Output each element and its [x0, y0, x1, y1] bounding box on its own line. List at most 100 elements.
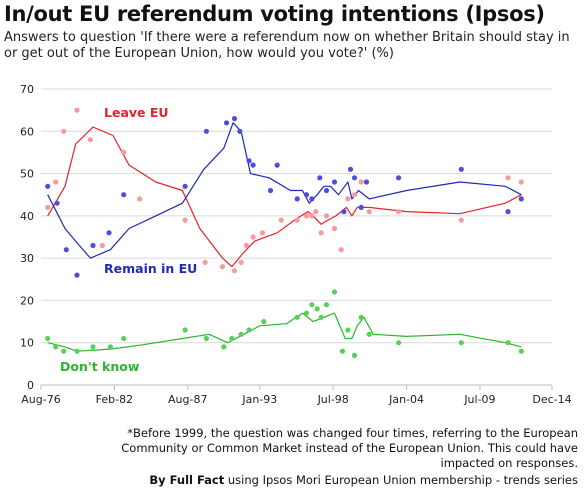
- don-t-know-point: [121, 335, 127, 342]
- remain-in-eu-point: [309, 196, 315, 202]
- leave-eu-point: [243, 242, 250, 249]
- leave-eu-point: [313, 209, 319, 215]
- don-t-know-point: [366, 331, 372, 337]
- don-t-know-point: [339, 348, 346, 354]
- don-t-know-label: Don't know: [60, 359, 140, 374]
- leave-eu-point: [331, 225, 338, 232]
- trend-lines: [47, 122, 522, 352]
- remain-in-eu-point: [331, 179, 338, 185]
- remain-in-eu-point: [250, 162, 256, 168]
- don-t-know-point: [345, 327, 351, 333]
- leave-eu-point: [294, 217, 300, 223]
- don-t-know-trend-line: [47, 312, 522, 352]
- leave-eu-point: [351, 192, 358, 198]
- leave-eu-point: [182, 217, 188, 223]
- credit-source: using Ipsos Mori European Union membersh…: [224, 473, 578, 487]
- don-t-know-point: [518, 348, 524, 354]
- remain-in-eu-point: [518, 196, 524, 202]
- remain-in-eu-point: [237, 128, 243, 134]
- don-t-know-point: [323, 302, 330, 308]
- remain-in-eu-point: [323, 187, 330, 194]
- leave-eu-point: [45, 204, 51, 210]
- don-t-know-point: [246, 327, 252, 333]
- leave-eu-label: Leave EU: [104, 105, 169, 120]
- remain-in-eu-point: [90, 242, 96, 249]
- remain-in-eu-point: [223, 120, 230, 126]
- don-t-know-point: [303, 310, 310, 316]
- don-t-know-point: [107, 344, 113, 350]
- y-tick-label: 40: [20, 210, 34, 223]
- remain-in-eu-point: [121, 192, 127, 198]
- remain-in-eu-point: [182, 183, 188, 189]
- don-t-know-point: [331, 289, 338, 295]
- don-t-know-point: [221, 344, 227, 350]
- credit-line: By Full Fact using Ipsos Mori European U…: [149, 473, 578, 487]
- remain-in-eu-point: [267, 187, 274, 194]
- y-tick-label: 30: [20, 252, 34, 265]
- don-t-know-point: [61, 348, 67, 354]
- don-t-know-point: [358, 314, 364, 320]
- leave-eu-point: [278, 217, 284, 223]
- leave-eu-point: [87, 137, 93, 143]
- y-tick-label: 50: [20, 168, 34, 181]
- footnote: *Before 1999, the question was changed f…: [121, 426, 578, 470]
- leave-eu-point: [259, 230, 266, 236]
- remain-in-eu-point: [274, 162, 280, 168]
- remain-in-eu-label: Remain in EU: [104, 261, 197, 276]
- leave-eu-point: [53, 179, 59, 185]
- don-t-know-point: [396, 340, 402, 346]
- leave-eu-point: [137, 196, 143, 202]
- don-t-know-point: [45, 335, 51, 342]
- remain-in-eu-point: [54, 200, 60, 206]
- don-t-know-point: [314, 306, 320, 312]
- remain-in-eu-point: [106, 230, 112, 236]
- don-t-know-point: [74, 348, 80, 354]
- leave-eu-point: [121, 149, 127, 155]
- don-t-know-point: [261, 319, 267, 325]
- don-t-know-point: [318, 314, 324, 320]
- series-labels: Leave EU Remain in EU Don't know: [60, 105, 197, 374]
- remain-in-eu-point: [294, 196, 300, 202]
- leave-eu-point: [358, 179, 364, 185]
- leave-eu-point: [238, 259, 244, 265]
- leave-eu-point: [202, 259, 208, 265]
- remain-in-eu-point: [246, 158, 252, 164]
- don-t-know-point: [238, 331, 244, 337]
- y-tick-label: 0: [27, 379, 34, 392]
- remain-in-eu-point: [363, 179, 370, 185]
- leave-eu-point: [518, 179, 524, 185]
- don-t-know-point: [203, 335, 209, 342]
- remain-in-eu-point: [458, 166, 464, 172]
- don-t-know-point: [505, 340, 511, 346]
- x-tick-label: Jan-04: [388, 393, 424, 406]
- don-t-know-point: [351, 352, 358, 358]
- chart-subtitle: Answers to question 'If there were a ref…: [4, 30, 570, 61]
- don-t-know-point: [458, 340, 464, 346]
- leave-eu-point: [61, 128, 67, 134]
- x-tick-label: Jul-09: [463, 393, 495, 406]
- remain-in-eu-point: [347, 166, 354, 172]
- leave-eu-point: [505, 175, 511, 181]
- x-tick-label: Aug-87: [168, 393, 207, 406]
- leave-eu-point: [219, 264, 226, 270]
- x-tick-label: Jul-98: [317, 393, 349, 406]
- y-tick-label: 60: [20, 125, 34, 138]
- remain-in-eu-point: [74, 272, 80, 278]
- remain-in-eu-point: [203, 128, 209, 134]
- y-tick-label: 70: [20, 83, 34, 96]
- don-t-know-point: [294, 314, 300, 320]
- leave-eu-point: [396, 209, 402, 215]
- credit-author: By Full Fact: [149, 473, 225, 487]
- leave-eu-point: [99, 242, 105, 249]
- x-tick-label: Dec-14: [532, 393, 571, 406]
- don-t-know-point: [309, 302, 315, 308]
- leave-eu-point: [458, 217, 464, 223]
- y-tick-label: 10: [20, 337, 34, 350]
- remain-in-eu-point: [341, 209, 347, 215]
- remain-in-eu-point: [396, 175, 402, 181]
- leave-eu-point: [231, 268, 238, 274]
- leave-eu-point: [366, 209, 372, 215]
- leave-eu-point: [345, 196, 351, 202]
- leave-eu-point: [309, 213, 315, 219]
